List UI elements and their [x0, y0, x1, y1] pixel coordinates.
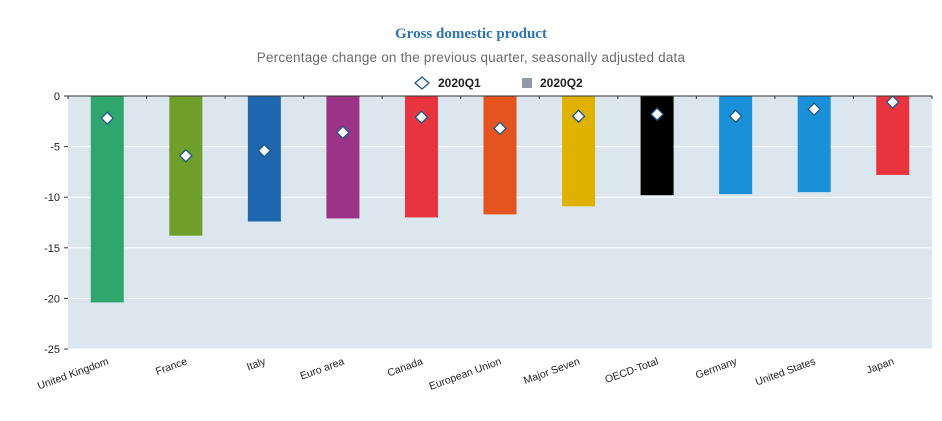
- x-category-label: United States: [754, 356, 817, 389]
- chart-title: Gross domestic product: [395, 26, 547, 42]
- x-category-label: OECD-Total: [603, 356, 660, 386]
- marker-2020q1: [335, 125, 350, 140]
- marker-2020q1: [493, 121, 507, 136]
- y-tick-label: 0: [54, 91, 60, 103]
- bar-2020q2: [247, 96, 281, 222]
- bar-swatch-icon: [522, 78, 532, 88]
- legend-label-2020q2: 2020Q2: [540, 76, 583, 90]
- diamond-marker-icon: [414, 76, 430, 90]
- marker-2020q1: [257, 143, 272, 158]
- bar-2020q2: [90, 96, 124, 303]
- x-category-label: France: [154, 355, 189, 378]
- y-tick-label: -10: [44, 192, 60, 204]
- marker-2020q1: [650, 107, 665, 122]
- marker-2020q1: [571, 109, 586, 124]
- y-tick-label: -20: [44, 293, 60, 305]
- x-category-label: Euro area: [298, 355, 346, 382]
- bar-2020q2: [483, 96, 517, 215]
- x-category-label: Germany: [694, 355, 739, 381]
- marker-2020q1: [414, 110, 429, 125]
- chart-subtitle: Percentage change on the previous quarte…: [256, 50, 686, 65]
- legend-label-2020q1: 2020Q1: [438, 76, 481, 90]
- x-category-label: Japan: [865, 355, 896, 376]
- marker-2020q1: [807, 102, 822, 117]
- y-tick-label: -5: [50, 142, 60, 154]
- marker-2020q1: [178, 148, 193, 163]
- y-tick-label: -25: [44, 344, 60, 356]
- x-category-label: European Union: [428, 355, 504, 392]
- x-category-label: Major Seven: [522, 355, 582, 386]
- marker-2020q1: [100, 111, 115, 126]
- marker-2020q1: [728, 109, 743, 124]
- marker-2020q1: [885, 95, 900, 109]
- y-tick-label: -15: [44, 243, 60, 255]
- legend: 2020Q1 2020Q2: [0, 75, 942, 93]
- x-category-label: Canada: [386, 355, 425, 379]
- bar-2020q2: [876, 96, 910, 175]
- x-category-label: Italy: [245, 355, 268, 373]
- x-category-label: United Kingdom: [36, 355, 111, 392]
- bar-2020q2: [169, 96, 203, 236]
- bar-2020q2: [326, 96, 360, 219]
